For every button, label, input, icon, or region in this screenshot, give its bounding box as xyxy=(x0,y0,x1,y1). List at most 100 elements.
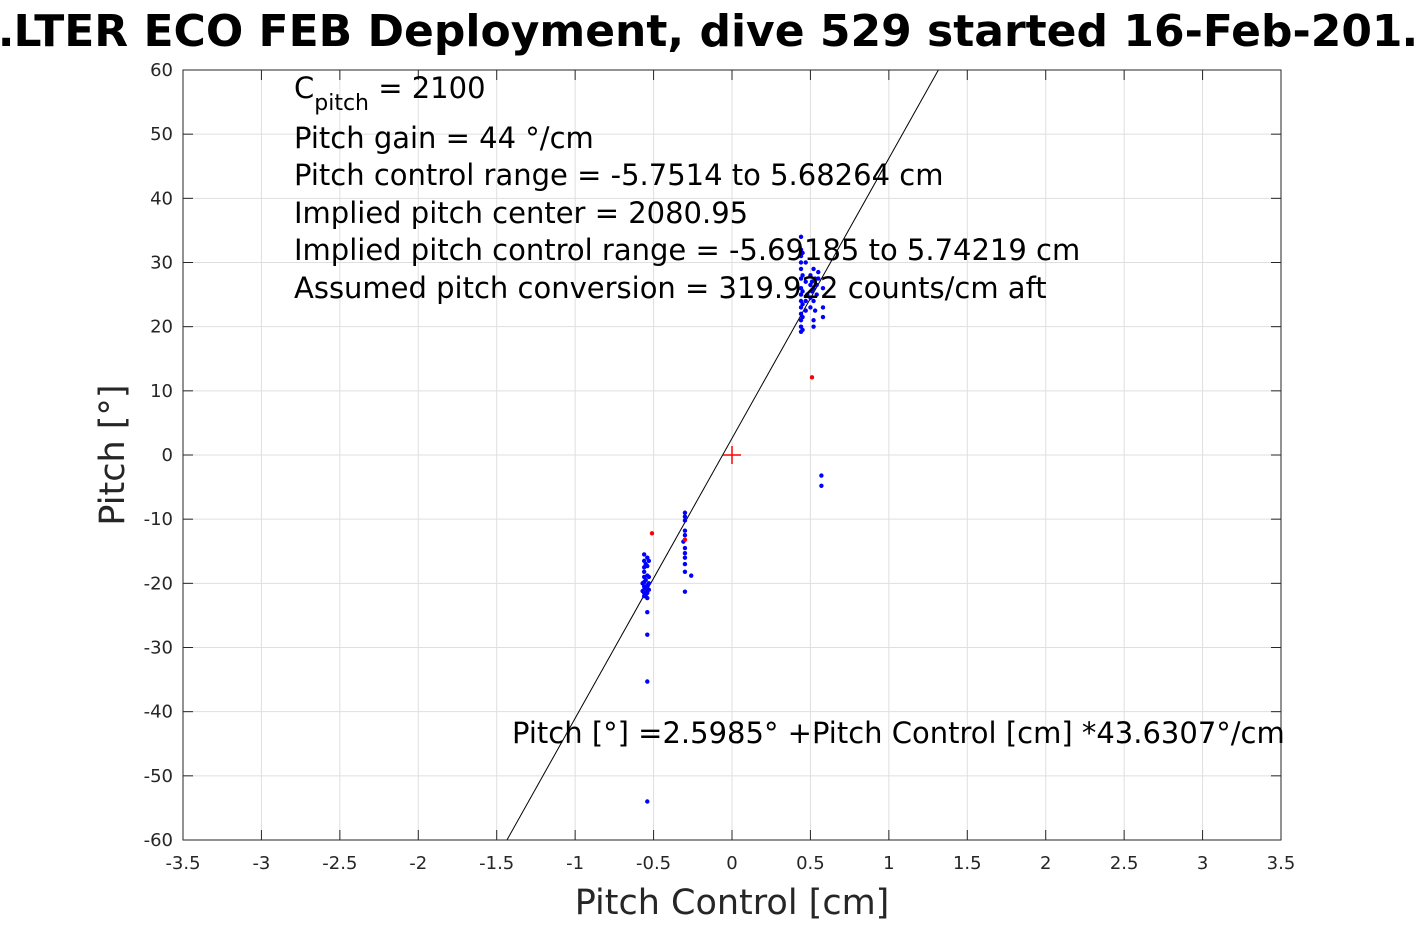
data-point-blue xyxy=(646,574,652,580)
pitch-gain-annotation: Pitch gain = 44 °/cm xyxy=(294,121,594,155)
grid-lines xyxy=(182,69,1282,841)
data-point-blue xyxy=(803,260,808,265)
x-tick-label: 2.5 xyxy=(1110,853,1139,874)
y-tick-label: -60 xyxy=(144,830,173,851)
y-tick-label: -20 xyxy=(144,573,173,594)
x-tick-label: 2 xyxy=(1040,853,1051,874)
data-point-blue xyxy=(682,514,688,519)
x-tick-label: -1.5 xyxy=(479,853,514,874)
y-axis-label: Pitch [°] xyxy=(93,384,133,525)
data-point-blue xyxy=(682,518,688,523)
pitch-control-range-annotation: Pitch control range = -5.7514 to 5.68264… xyxy=(294,158,943,192)
pitch-conversion-annotation: Assumed pitch conversion = 319.922 count… xyxy=(294,271,1047,305)
data-point-blue xyxy=(820,305,826,310)
data-point-blue xyxy=(820,285,826,291)
y-axis-ticks: 60 50 40 30 20 10 0 -10 -20 -30 -40 -50 -60 xyxy=(144,60,1281,851)
data-point-blue xyxy=(811,298,816,304)
x-tick-label: -2 xyxy=(409,853,427,874)
data-point-blue xyxy=(812,308,818,313)
data-point-blue xyxy=(641,569,647,574)
fit-line-group xyxy=(506,69,939,841)
data-point-blue xyxy=(800,302,805,307)
data-point-blue xyxy=(646,558,652,564)
data-point-blue xyxy=(811,318,816,323)
data-point-blue xyxy=(689,573,694,578)
data-point-blue xyxy=(645,799,650,804)
data-point-blue xyxy=(682,569,688,574)
data-point-blue xyxy=(812,276,818,281)
y-tick-label: 10 xyxy=(150,381,173,402)
data-point-blue xyxy=(645,595,650,601)
data-point-blue xyxy=(798,234,804,240)
data-point-red xyxy=(649,531,655,536)
data-point-blue xyxy=(798,266,804,272)
data-point-blue xyxy=(682,555,688,560)
x-tick-label: 1.5 xyxy=(953,853,982,874)
data-point-blue xyxy=(682,528,688,533)
fit-equation-annotation: Pitch [°] =2.5985° +Pitch Control [cm] *… xyxy=(512,716,1285,750)
data-point-blue xyxy=(645,679,650,684)
data-point-blue xyxy=(808,295,813,300)
data-point-blue xyxy=(811,324,816,329)
x-tick-label: 0.5 xyxy=(796,853,825,874)
data-point-blue xyxy=(800,289,805,294)
data-point-blue xyxy=(800,327,805,333)
data-point-blue xyxy=(682,561,688,567)
data-point-blue xyxy=(816,276,821,281)
y-tick-label: 60 xyxy=(150,60,173,81)
data-point-blue xyxy=(820,314,826,320)
y-tick-label: -10 xyxy=(144,509,173,530)
x-tick-label: -0.5 xyxy=(636,853,671,874)
data-point-blue xyxy=(682,533,688,538)
x-tick-label: -1 xyxy=(566,853,584,874)
data-point-blue xyxy=(808,273,813,278)
data-point-blue xyxy=(641,552,647,557)
data-point-blue xyxy=(803,308,808,313)
data-point-blue xyxy=(805,292,810,297)
data-point-blue xyxy=(816,269,821,275)
data-point-blue xyxy=(814,282,819,288)
implied-pitch-center-annotation: Implied pitch center = 2080.95 xyxy=(294,196,748,230)
data-point-blue xyxy=(640,581,645,586)
y-tick-label: 40 xyxy=(150,188,173,209)
data-points xyxy=(640,234,826,804)
data-point-blue xyxy=(819,483,824,488)
x-tick-label: -3 xyxy=(252,853,270,874)
x-axis-label: Pitch Control [cm] xyxy=(575,883,890,923)
data-point-blue xyxy=(811,285,816,291)
data-point-blue xyxy=(809,279,815,284)
cpitch-annotation: Cpitch = 2100 xyxy=(294,71,486,116)
data-point-blue xyxy=(682,510,688,515)
chart-title: …LTER ECO FEB Deployment, dive 529 start… xyxy=(0,6,1417,57)
data-point-blue xyxy=(798,260,804,265)
data-point-blue xyxy=(811,266,816,272)
data-point-blue xyxy=(682,545,688,551)
y-tick-label: -50 xyxy=(144,766,173,787)
data-point-blue xyxy=(640,588,645,594)
x-tick-label: 3.5 xyxy=(1267,853,1296,874)
center-marker-group xyxy=(723,446,741,464)
data-point-blue xyxy=(646,581,652,586)
y-tick-label: 50 xyxy=(150,124,173,145)
implied-pitch-control-range-annotation: Implied pitch control range = -5.69185 t… xyxy=(294,233,1080,267)
data-point-blue xyxy=(819,473,824,478)
data-point-blue xyxy=(808,305,813,310)
x-tick-label: -3.5 xyxy=(165,853,200,874)
data-point-red xyxy=(682,537,688,542)
data-point-red xyxy=(809,375,815,380)
data-point-blue xyxy=(800,314,805,320)
y-tick-label: 0 xyxy=(162,445,173,466)
plot-area-border xyxy=(182,69,1282,841)
data-point-blue xyxy=(682,550,688,556)
y-tick-label: 20 xyxy=(150,317,173,338)
data-point-blue xyxy=(643,577,648,583)
data-point-blue xyxy=(646,587,652,592)
data-point-blue xyxy=(814,292,819,297)
data-point-blue xyxy=(682,589,688,594)
fit-line xyxy=(506,69,939,841)
y-tick-label: -40 xyxy=(144,702,173,723)
data-point-blue xyxy=(803,279,808,284)
data-point-blue xyxy=(800,250,805,256)
data-point-blue xyxy=(645,632,650,637)
